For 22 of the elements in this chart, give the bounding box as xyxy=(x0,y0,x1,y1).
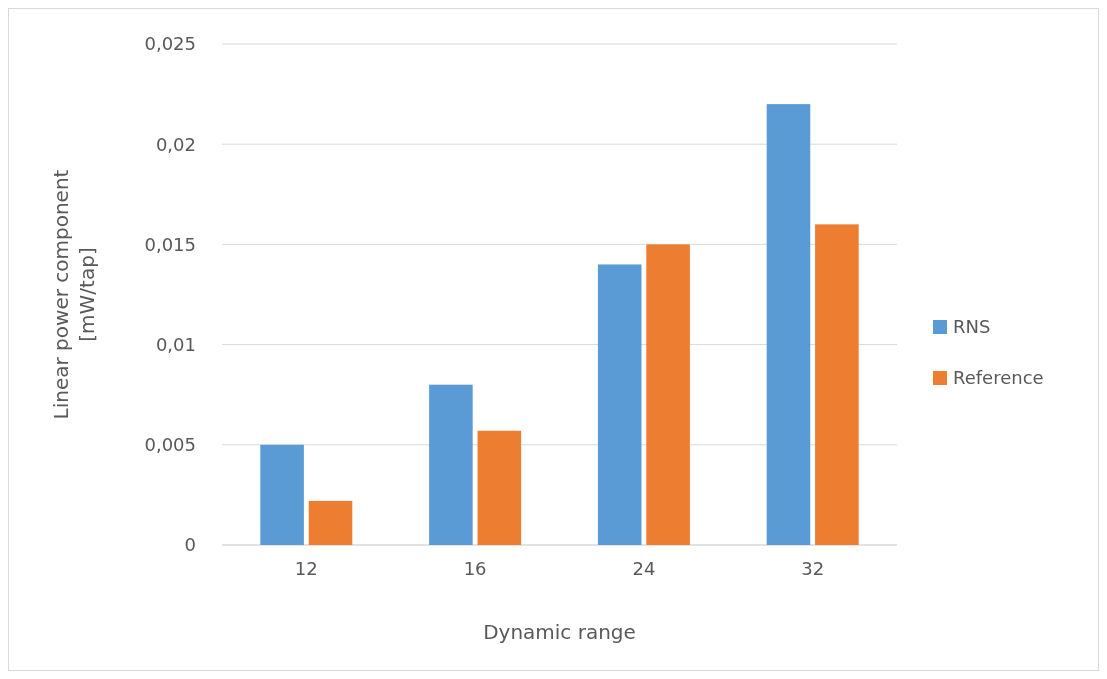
bar xyxy=(477,430,522,545)
x-tick-label: 32 xyxy=(801,558,825,579)
bar xyxy=(308,500,353,545)
y-tick-label: 0,025 xyxy=(144,33,196,55)
bar xyxy=(766,104,811,545)
y-tick-label: 0 xyxy=(184,534,196,556)
bar xyxy=(429,384,473,545)
y-tick-label: 0,02 xyxy=(155,133,196,155)
x-axis-title: Dynamic range xyxy=(483,620,636,644)
bar xyxy=(597,264,642,545)
bar xyxy=(646,244,690,545)
bar xyxy=(260,444,304,545)
y-tick-label: 0,015 xyxy=(144,233,196,255)
x-tick-label: 24 xyxy=(632,558,656,579)
bar xyxy=(815,224,859,545)
legend-label: Reference xyxy=(953,367,1044,389)
y-tick-label: 0,01 xyxy=(155,333,196,355)
legend-label: RNS xyxy=(953,316,991,338)
y-axis-title: Linear power component [mW/tap] xyxy=(49,169,99,420)
y-tick-label: 0,005 xyxy=(144,434,196,456)
x-tick-label: 12 xyxy=(294,558,318,579)
x-tick-label: 16 xyxy=(463,558,487,579)
